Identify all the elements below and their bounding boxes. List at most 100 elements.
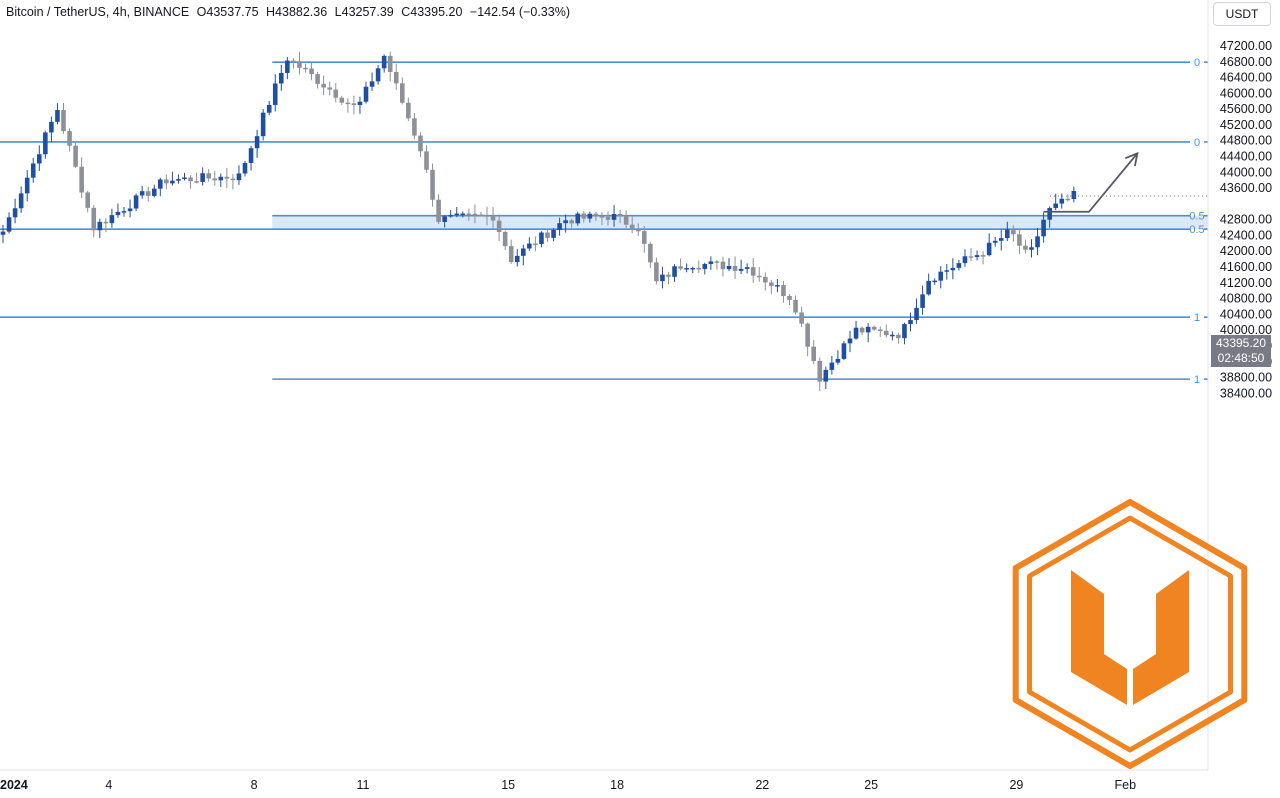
candle-body: [539, 232, 544, 244]
candle-body: [708, 261, 714, 265]
candle-body: [914, 307, 919, 320]
candle-body: [666, 274, 671, 277]
y-tick-label: 45200.00: [1220, 118, 1272, 132]
x-tick-label: 2024: [0, 778, 28, 792]
candle-body: [206, 173, 211, 179]
candle-body: [962, 256, 968, 264]
candle-body: [309, 68, 314, 75]
candle-body: [805, 323, 810, 347]
candle-body: [896, 334, 901, 339]
candle-body: [726, 265, 732, 270]
candle-body: [521, 248, 526, 256]
candle-body: [714, 261, 720, 263]
candle-body: [1047, 207, 1052, 220]
x-tick-label: Feb: [1115, 778, 1137, 792]
candle-body: [170, 180, 175, 184]
candle-body: [1041, 219, 1046, 237]
candle-body: [133, 195, 139, 209]
candle-body: [956, 263, 962, 268]
low-value: L43257.39: [334, 5, 394, 19]
fib-level-label: 0: [1194, 57, 1200, 69]
candle-body: [91, 207, 97, 231]
candle-body: [932, 280, 937, 283]
y-tick-label: 44000.00: [1220, 165, 1272, 179]
candle-body: [182, 177, 187, 180]
candle-body: [599, 216, 605, 218]
candle-body: [1017, 234, 1022, 246]
candle-body: [908, 319, 913, 325]
orange-hexagon-logo: [1012, 499, 1248, 769]
candle-body: [581, 213, 587, 219]
x-tick-label: 22: [755, 778, 769, 792]
candle-countdown: 02:48:50: [1217, 351, 1265, 365]
candle-body: [339, 97, 345, 103]
candle-body: [418, 135, 423, 152]
fib-level-label: 0.5: [1189, 211, 1204, 223]
candle-body: [884, 330, 889, 336]
currency-button[interactable]: USDT: [1213, 2, 1271, 26]
candle-body: [454, 213, 460, 216]
candle-body: [696, 267, 702, 270]
candle-body: [1059, 198, 1065, 204]
candle-body: [763, 276, 768, 283]
candle-body: [460, 213, 466, 216]
candle-body: [357, 101, 363, 106]
y-tick-label: 46000.00: [1220, 86, 1272, 100]
candle-body: [73, 145, 78, 167]
candle-body: [902, 324, 907, 339]
candle-body: [678, 266, 683, 269]
candle-body: [732, 265, 738, 271]
candle-body: [720, 261, 726, 270]
candle-body: [817, 360, 823, 382]
candle-body: [1065, 198, 1071, 201]
candle-body: [690, 267, 695, 270]
candle-body: [97, 221, 103, 231]
candle-body: [12, 208, 18, 218]
candle-body: [430, 169, 435, 200]
candle-body: [387, 55, 393, 72]
candle-body: [0, 231, 6, 235]
candle-body: [200, 173, 205, 182]
projection-arrow[interactable]: [1043, 152, 1139, 213]
candle-body: [406, 102, 411, 119]
candle-body: [442, 216, 447, 223]
candle-body: [18, 193, 24, 209]
y-tick-label: 40000.00: [1220, 323, 1272, 337]
candle-body: [1035, 236, 1040, 248]
candle-body: [266, 104, 272, 113]
candle-body: [629, 224, 635, 230]
candle-body: [176, 179, 181, 181]
candle-body: [291, 60, 296, 63]
candle-body: [400, 83, 405, 103]
candle-body: [823, 369, 829, 382]
candle-body: [605, 216, 611, 220]
candle-body: [853, 327, 859, 339]
candle-body: [672, 266, 677, 277]
candle-body: [575, 213, 581, 224]
candle-body: [660, 274, 665, 282]
candle-body: [514, 255, 520, 263]
candle-body: [593, 213, 599, 217]
candle-body: [533, 243, 538, 246]
symbol-title: Bitcoin / TetherUS, 4h, BINANCE: [6, 5, 190, 19]
candle-body: [164, 179, 169, 184]
candle-body: [859, 327, 865, 333]
candle-body: [835, 358, 841, 363]
x-tick-label: 4: [105, 778, 112, 792]
y-tick-label: 46800.00: [1220, 55, 1272, 69]
candle-body: [992, 240, 998, 243]
y-tick-label: 42000.00: [1220, 244, 1272, 258]
change-value: −142.54 (−0.33%): [469, 5, 570, 19]
x-tick-label: 29: [1009, 778, 1023, 792]
candle-body: [738, 268, 744, 271]
candle-body: [6, 217, 12, 232]
y-tick-label: 46400.00: [1220, 71, 1272, 85]
candle-body: [587, 213, 593, 219]
x-tick-label: 18: [610, 778, 624, 792]
arrow-head: [1124, 151, 1139, 167]
fib-level-label: 1: [1194, 312, 1200, 324]
candle-body: [799, 312, 804, 324]
candle-body: [43, 132, 48, 155]
candle-body: [30, 163, 36, 178]
